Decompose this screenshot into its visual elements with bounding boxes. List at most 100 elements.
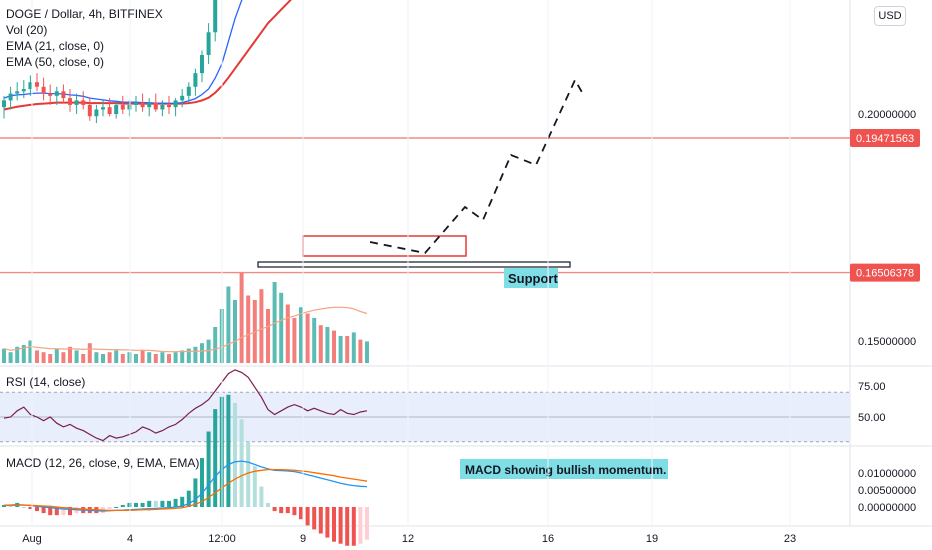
candle-body <box>54 91 59 96</box>
volume-bars <box>2 273 369 363</box>
macd-pane <box>2 394 369 546</box>
volume-bar <box>345 336 350 363</box>
volume-bar <box>153 354 158 363</box>
macd-histogram-bar <box>173 498 178 507</box>
macd-histogram-bar <box>206 431 211 507</box>
macd-histogram-bar <box>226 394 231 507</box>
candle-body <box>61 91 66 99</box>
candle-body <box>87 104 92 117</box>
level-label-box <box>850 128 920 147</box>
price-tick-label: 0.20000000 <box>858 109 916 121</box>
candle-body <box>21 89 26 92</box>
macd-tick-label: 0.00000000 <box>858 502 916 514</box>
macd-histogram-bar <box>2 504 6 507</box>
macd-histogram-bar <box>200 458 204 507</box>
volume-bar <box>28 340 33 363</box>
candle-body <box>160 104 165 110</box>
volume-bar <box>114 350 119 363</box>
macd-histogram-bar <box>61 507 66 516</box>
support-note-box <box>504 268 558 288</box>
volume-bar <box>272 282 277 363</box>
volume-bar <box>147 352 152 363</box>
macd-histogram-bar <box>48 507 53 516</box>
macd-histogram-bar <box>54 507 59 516</box>
candle-body <box>200 54 204 74</box>
volume-ma-line <box>3 306 368 353</box>
macd-histogram-bar <box>358 507 363 544</box>
time-tick-label: 9 <box>300 533 306 545</box>
macd-histogram-bar <box>160 500 165 507</box>
currency-button[interactable]: USD <box>874 6 906 26</box>
macd-histogram-bar <box>127 502 132 507</box>
volume-bar <box>8 352 13 363</box>
candle-body <box>134 102 138 105</box>
time-tick-label: 23 <box>784 533 796 545</box>
macd-line <box>3 460 368 512</box>
candles <box>2 0 218 124</box>
vol-legend[interactable]: Vol (20) <box>6 23 48 37</box>
level-lines[interactable]: 0.442137520.341043050.281135210.19471563… <box>0 0 920 282</box>
time-axis[interactable]: Aug 4 12:00 9 12 16 19 23 <box>22 0 796 545</box>
volume-bar <box>226 286 231 363</box>
volume-bar <box>160 352 165 363</box>
macd-note-box <box>460 459 668 479</box>
volume-bar <box>48 354 53 363</box>
macd-histogram-bar <box>68 507 72 516</box>
macd-histogram-bar <box>285 507 290 514</box>
volume-bar <box>107 352 112 363</box>
ema50-legend[interactable]: EMA (50, close, 0) <box>6 55 105 69</box>
ema50-line <box>3 0 292 111</box>
volume-bar <box>332 330 336 363</box>
volume-bar <box>358 339 363 363</box>
price-axis[interactable]: 0.500000000.450000000.400000000.35000000… <box>858 0 916 514</box>
candle-body <box>140 102 145 108</box>
macd-histogram-bar <box>365 507 369 540</box>
volume-bar <box>292 318 297 363</box>
volume-bar <box>206 339 211 363</box>
macd-histogram-bar <box>28 507 33 510</box>
macd-tick-label: 0.01000000 <box>858 468 916 480</box>
candle-body <box>120 104 125 110</box>
candle-body <box>213 0 218 33</box>
rsi-tick-label: 75.00 <box>858 381 886 393</box>
macd-histogram-bar <box>272 507 277 512</box>
macd-histogram-bar <box>41 507 46 514</box>
volume-bar <box>173 352 178 363</box>
volume-bar <box>94 352 99 363</box>
macd-histogram-bar <box>266 502 270 507</box>
macd-histogram-bar <box>351 507 356 546</box>
candle-body <box>94 109 99 117</box>
rsi-legend[interactable]: RSI (14, close) <box>6 375 86 389</box>
support-zone <box>257 261 571 268</box>
candle-body <box>74 100 79 105</box>
drawings[interactable]: Target 2Target 1ResistanceSupportMACD sh… <box>257 0 741 479</box>
candle-body <box>41 86 46 94</box>
main-legend: DOGE / Dollar, 4h, BITFINEX Vol (20) EMA… <box>6 6 163 70</box>
volume-bar <box>365 341 369 363</box>
rsi-pane <box>0 369 850 443</box>
ema21-legend[interactable]: EMA (21, close, 0) <box>6 39 105 53</box>
symbol-title[interactable]: DOGE / Dollar, 4h, BITFINEX <box>6 7 163 21</box>
macd-histogram-bar <box>259 486 264 507</box>
time-tick-label: 16 <box>542 533 554 545</box>
macd-histogram-bar <box>147 500 152 507</box>
macd-legend[interactable]: MACD (12, 26, close, 9, EMA, EMA) <box>6 456 200 470</box>
volume-bar <box>259 289 264 363</box>
macd-histogram-bar <box>246 441 251 507</box>
volume-bar <box>338 336 343 363</box>
macd-histogram-bar <box>134 502 138 507</box>
macd-note: MACD showing bullish momentum. <box>465 463 666 477</box>
volume-bar <box>325 327 330 363</box>
candle-body <box>147 102 152 108</box>
volume-bar <box>35 350 39 363</box>
volume-bar <box>2 348 6 363</box>
volume-bar <box>351 332 356 363</box>
macd-histogram-bar <box>299 507 303 520</box>
volume-bar <box>233 300 237 363</box>
rsi-tick-label: 50.00 <box>858 412 886 424</box>
candle-body <box>68 98 72 105</box>
macd-histogram-bar <box>345 507 350 546</box>
volume-bar <box>213 327 218 363</box>
candle-body <box>167 104 171 108</box>
